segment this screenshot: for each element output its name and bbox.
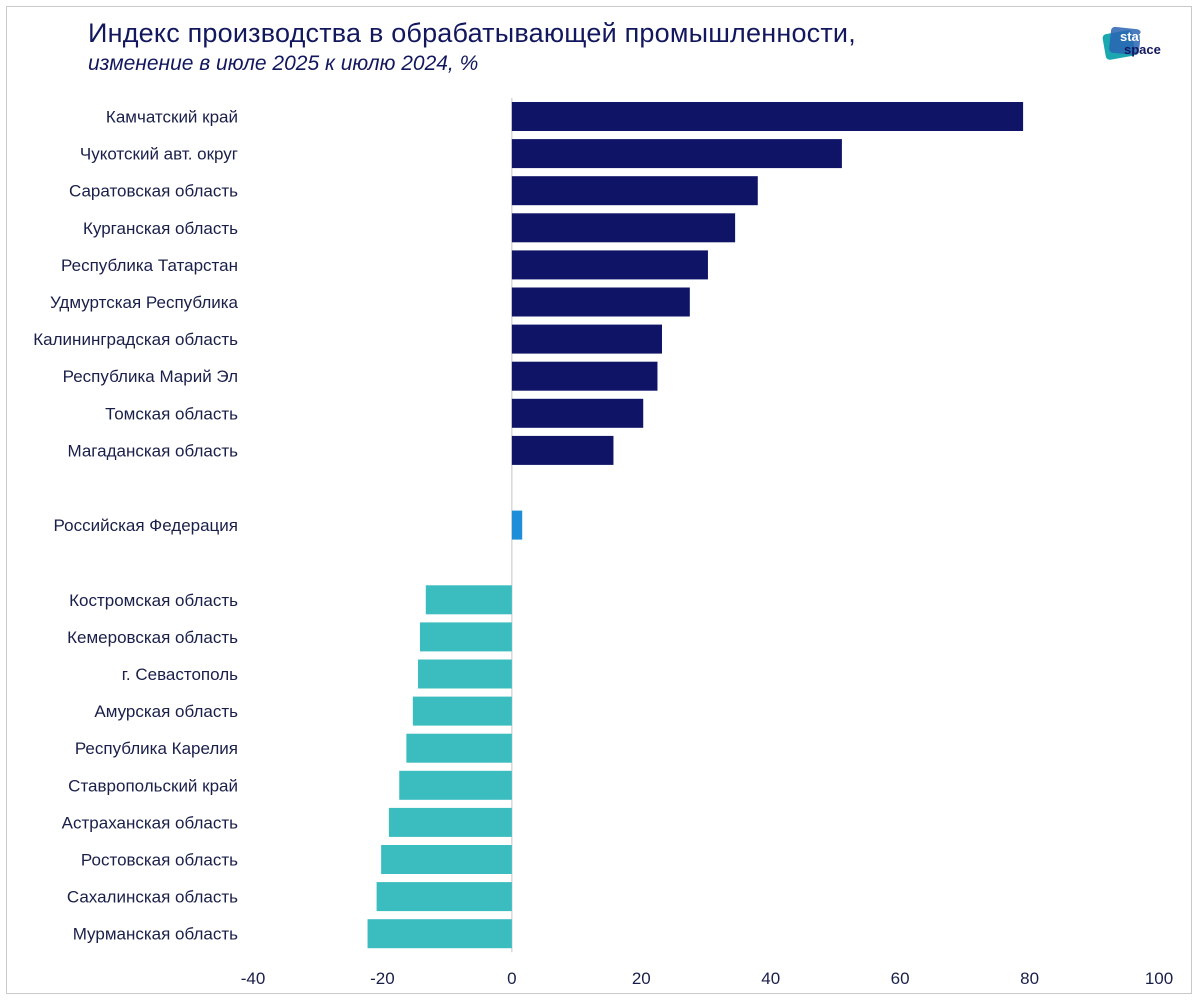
category-label-курганская-область: Курганская область (83, 219, 238, 238)
x-tick-label: -20 (370, 969, 395, 988)
category-label-амурская-область: Амурская область (94, 702, 238, 721)
category-labels-group: Камчатский край Чукотский авт. округ Сарат… (33, 108, 238, 944)
category-label-республика-марий-эл: Республика Марий Эл (63, 367, 238, 386)
bar-ставропольский-край (399, 770, 512, 800)
bar-саратовская-область (511, 176, 758, 206)
chart-title: Индекс производства в обрабатывающей про… (88, 18, 856, 48)
x-tick-label: 100 (1145, 969, 1173, 988)
category-label-г-севастополь: г. Севастополь (122, 665, 238, 684)
bar-камчатский-край (511, 102, 1024, 131)
x-tick-label: 80 (1020, 969, 1039, 988)
category-label-удмуртская-республика: Удмуртская Республика (50, 293, 239, 312)
bar-астраханская-область (388, 807, 512, 837)
category-label-мурманская-область: Мурманская область (73, 925, 238, 944)
category-label-саратовская-область: Саратовская область (69, 182, 238, 201)
bar-г-севастополь (418, 659, 512, 689)
logo-mark-icon (1102, 26, 1141, 60)
bar-мурманская-область (367, 919, 512, 949)
bar-республика-карелия (406, 733, 512, 763)
category-label-республика-татарстан: Республика Татарстан (61, 256, 238, 275)
category-label-республика-карелия: Республика Карелия (75, 739, 238, 758)
bar-костромская-область (425, 585, 512, 615)
bar-сахалинская-область (376, 882, 512, 912)
chart-frame (6, 6, 1192, 994)
bar-томская-область (511, 398, 644, 428)
chart-subtitle: изменение в июле 2025 к июлю 2024, % (88, 52, 479, 75)
category-label-ростовская-область: Ростовская область (81, 851, 238, 870)
category-label-кемеровская-область: Кемеровская область (67, 628, 238, 647)
logo-text-top: stat (1120, 29, 1144, 44)
x-tick-label: 0 (507, 969, 516, 988)
x-tick-labels-group: -40 -20 0 20 40 60 80 100 (241, 969, 1173, 988)
bar-российская-федерация (511, 510, 523, 540)
bar-республика-татарстан (511, 250, 708, 280)
category-label-камчатский-край: Камчатский край (106, 108, 238, 127)
category-label-томская-область: Томская область (105, 404, 238, 423)
bar-чукотский-авт-округ (511, 139, 842, 169)
category-label-астраханская-область: Астраханская область (62, 813, 238, 832)
category-label-российская-федерация: Российская Федерация (54, 516, 238, 535)
bar-удмуртская-республика (511, 287, 690, 317)
category-label-чукотский-авт-округ: Чукотский авт. округ (80, 145, 238, 164)
x-tick-label: 20 (632, 969, 651, 988)
bar-магаданская-область (511, 435, 614, 465)
x-tick-label: 40 (761, 969, 780, 988)
bar-кемеровская-область (419, 622, 512, 652)
statspace-logo: stat space (1102, 26, 1161, 60)
x-tick-label: 60 (891, 969, 910, 988)
bar-калининградская-область (511, 324, 662, 354)
bar-республика-марий-эл (511, 361, 658, 391)
category-label-сахалинская-область: Сахалинская область (67, 888, 238, 907)
logo-text-bottom: space (1124, 42, 1161, 57)
bar-ростовская-область (381, 845, 512, 874)
bars-group (367, 102, 1024, 949)
category-label-калининградская-область: Калининградская область (33, 330, 238, 349)
bar-курганская-область (511, 213, 736, 243)
category-label-костромская-область: Костромская область (69, 591, 238, 610)
category-label-магаданская-область: Магаданская область (68, 441, 239, 460)
x-tick-label: -40 (241, 969, 266, 988)
bar-амурская-область (412, 696, 512, 726)
category-label-ставропольский-край: Ставропольский край (68, 776, 238, 795)
